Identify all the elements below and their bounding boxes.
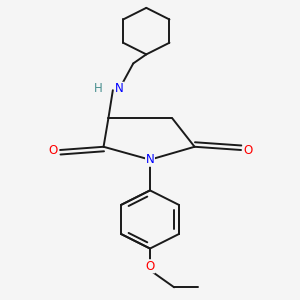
Text: O: O: [49, 143, 58, 157]
Text: H: H: [94, 82, 103, 95]
Text: N: N: [115, 82, 124, 95]
Text: O: O: [243, 143, 252, 157]
Text: N: N: [146, 153, 154, 166]
Text: O: O: [146, 260, 154, 273]
